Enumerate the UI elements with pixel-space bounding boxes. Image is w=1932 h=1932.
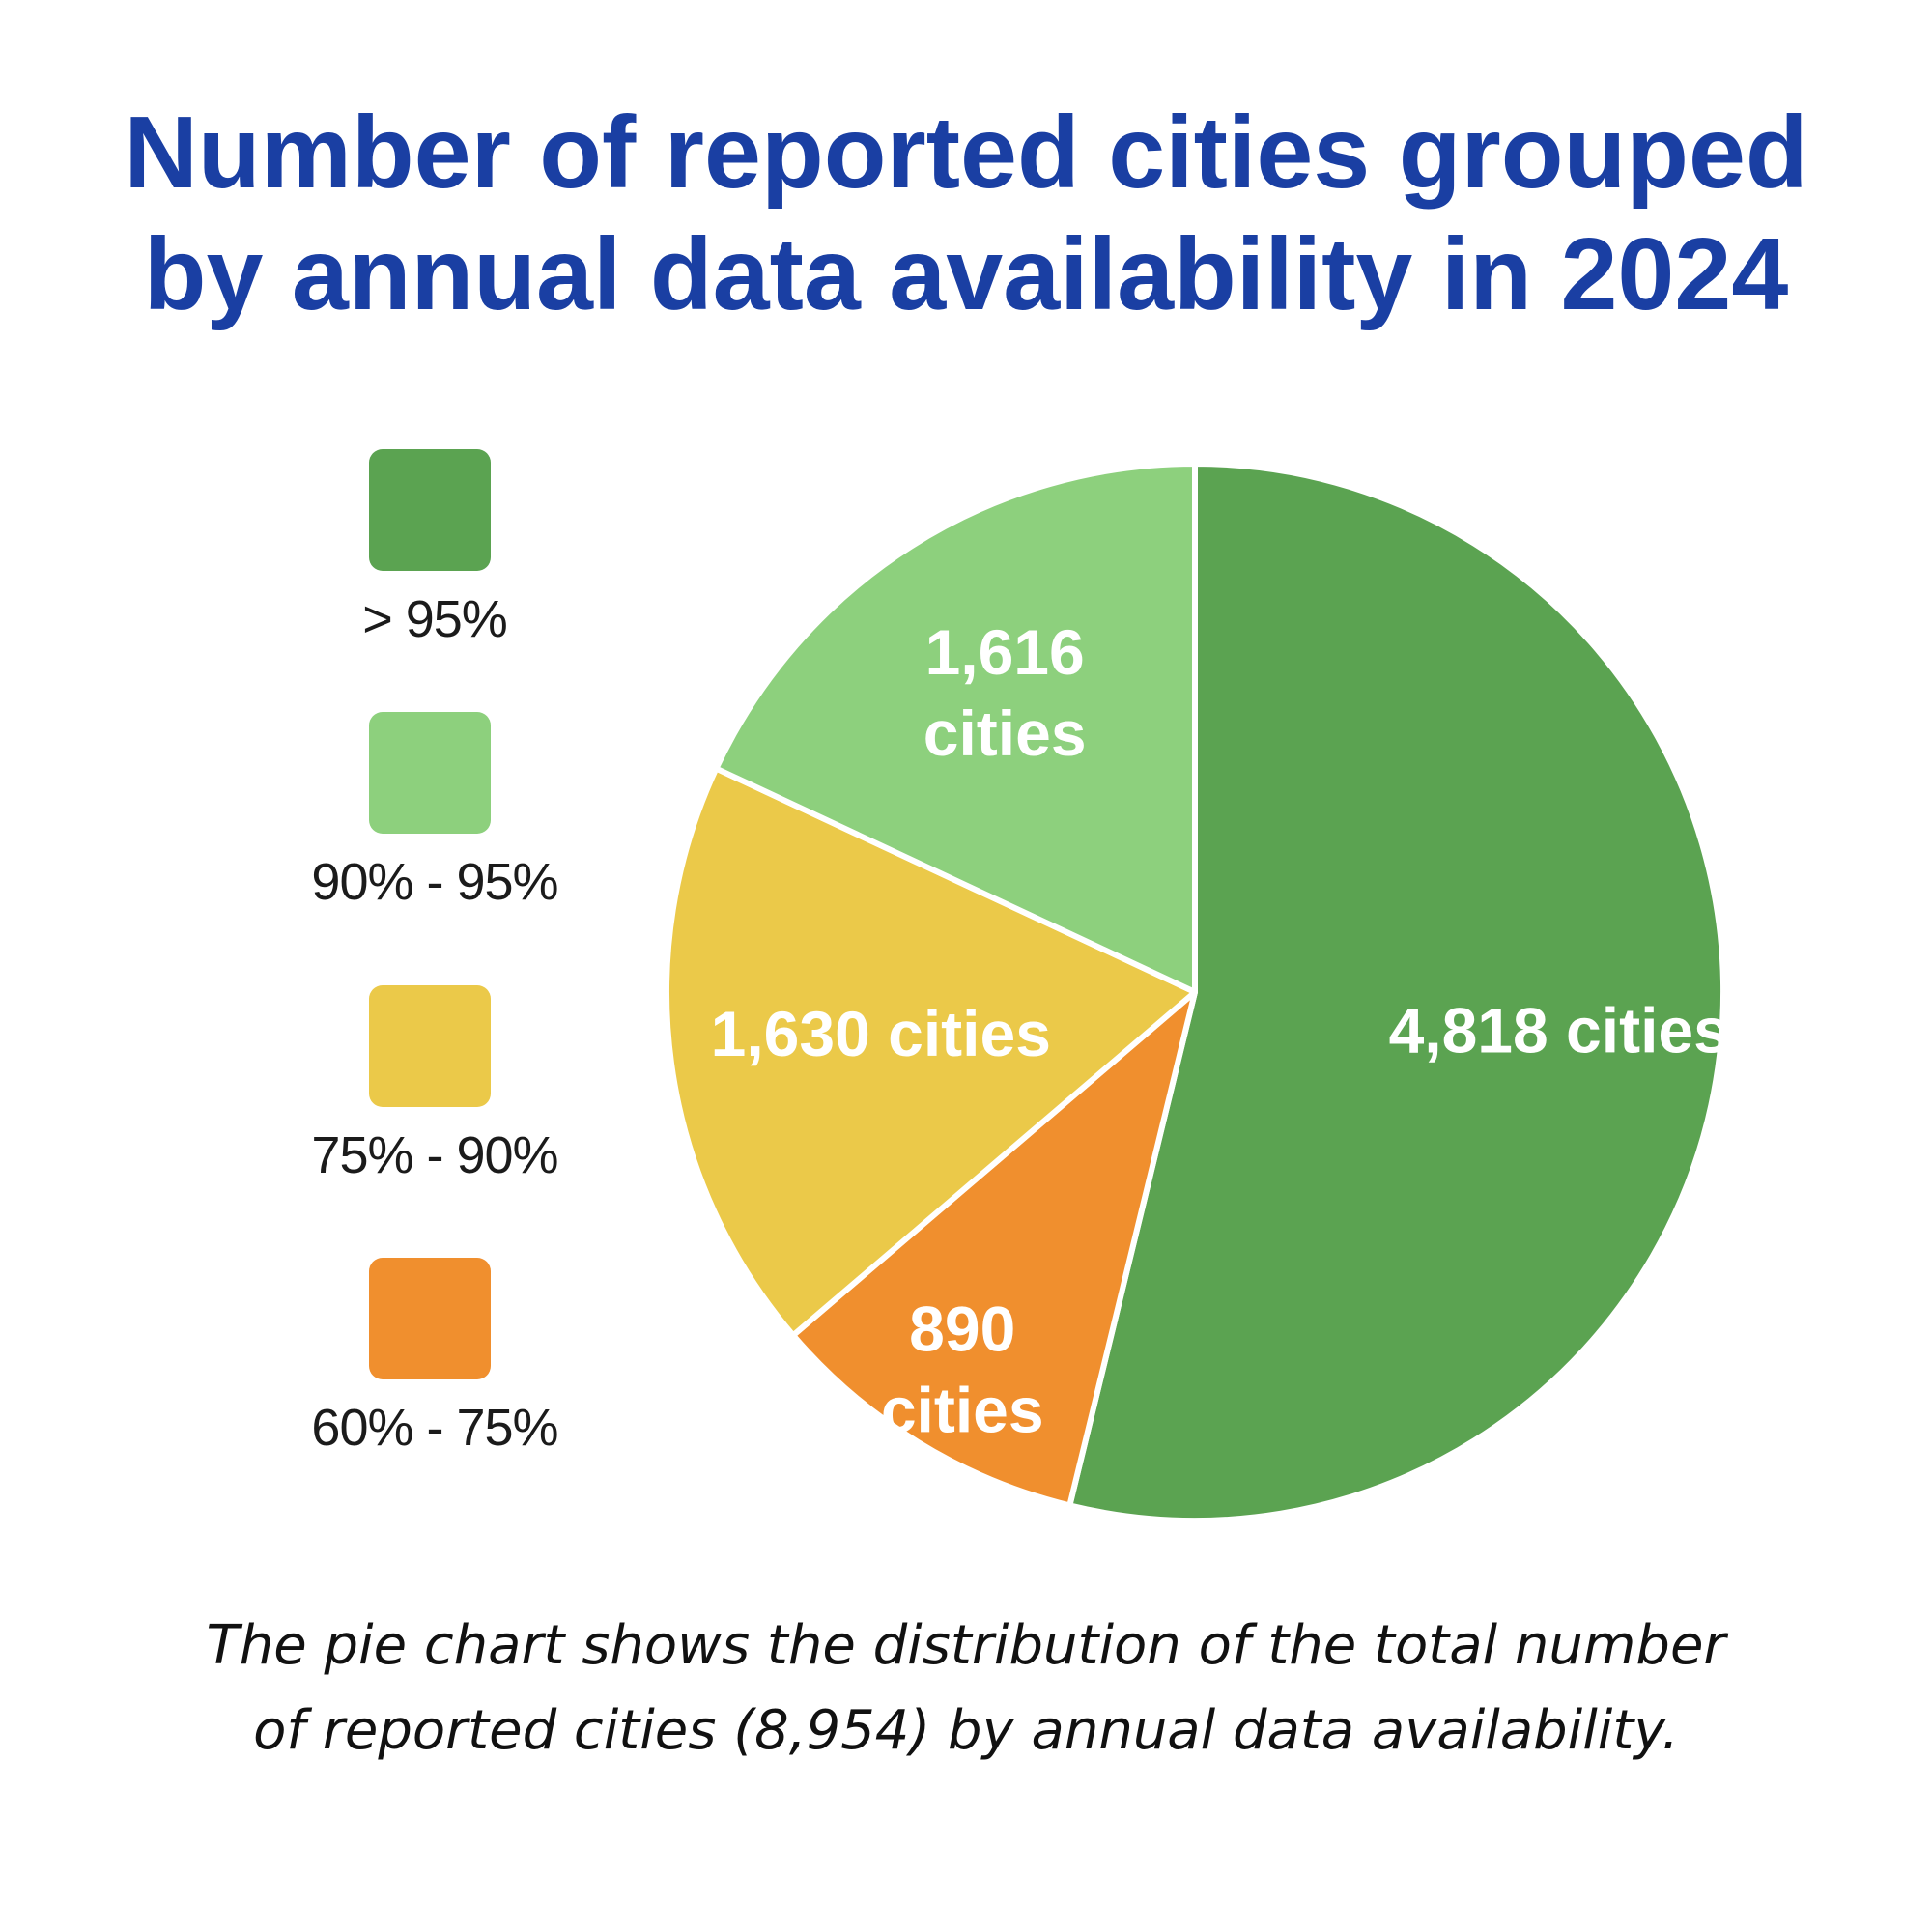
legend-label-75-90: 75% - 90%: [311, 1126, 558, 1184]
chart-title-line-1: Number of reported cities grouped: [124, 96, 1808, 210]
slice-label-line: 890: [909, 1293, 1015, 1364]
slice-75-90: [664, 765, 1198, 1339]
slice-90-95-label: 1,616 cities: [923, 616, 1087, 769]
chart-caption-line-1: The pie chart shows the distribution of …: [206, 1614, 1726, 1677]
slice-60-75-label: 890 cities: [881, 1293, 1044, 1445]
slice-label-line: 4,818 cities: [1389, 994, 1729, 1065]
slice-gt-95: [1066, 461, 1727, 1523]
legend-swatch-75-90: [369, 985, 491, 1107]
legend-label-60-75: 60% - 75%: [311, 1399, 558, 1457]
pie-slice-labels: 4,818 cities 890 cities 1,630 cities 1,616 ci…: [711, 616, 1729, 1445]
slice-60-75: [790, 989, 1198, 1509]
legend-swatch-90-95: [369, 712, 491, 834]
chart-caption: The pie chart shows the distribution of …: [0, 1604, 1932, 1774]
legend-swatch-gt-95: [369, 449, 491, 571]
slice-label-line: 1,630 cities: [711, 998, 1051, 1069]
chart-caption-line-2: of reported cities (8,954) by annual dat…: [253, 1699, 1679, 1762]
legend-label-90-95: 90% - 95%: [311, 853, 558, 911]
pie-slices: [664, 461, 1727, 1523]
slice-label-line: cities: [881, 1374, 1044, 1445]
slice-90-95: [713, 461, 1198, 995]
legend-label-gt-95: > 95%: [362, 590, 508, 648]
chart-title-line-2: by annual data availability in 2024: [143, 217, 1789, 331]
slice-gt-95-label: 4,818 cities: [1389, 994, 1729, 1065]
chart-title: Number of reported cities grouped by ann…: [0, 92, 1932, 335]
slice-label-line: cities: [923, 697, 1087, 769]
slice-label-line: 1,616: [925, 616, 1085, 688]
slice-75-90-label: 1,630 cities: [711, 998, 1051, 1069]
legend-swatch-60-75: [369, 1258, 491, 1379]
